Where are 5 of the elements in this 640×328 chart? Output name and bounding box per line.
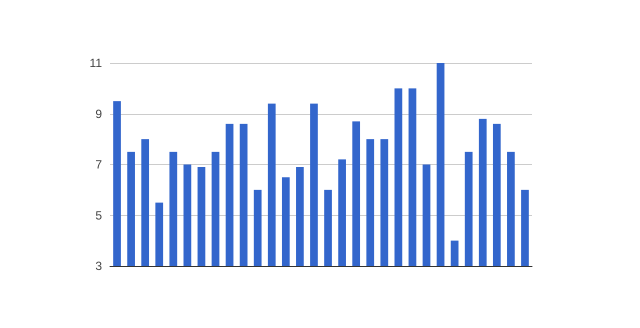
y-tick-label: 9 [95, 106, 102, 121]
y-tick-label: 7 [95, 158, 102, 172]
y-tick-label: 3 [95, 259, 102, 273]
y-tick-label: 5 [95, 208, 102, 222]
y-tick-label: 11 [90, 56, 102, 70]
